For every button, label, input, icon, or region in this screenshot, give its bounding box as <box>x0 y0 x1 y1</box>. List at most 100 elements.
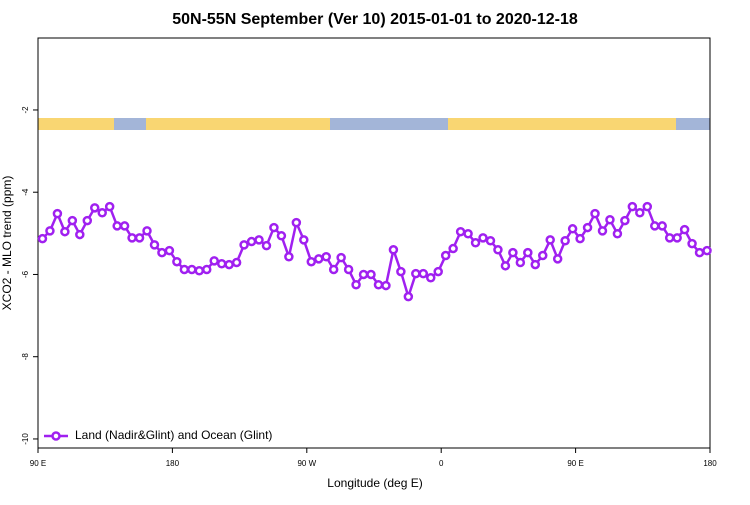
data-point <box>552 254 563 264</box>
data-point <box>448 243 458 254</box>
data-point <box>127 233 137 243</box>
data-point <box>418 268 429 279</box>
data-point <box>104 201 115 212</box>
data-point <box>284 252 294 262</box>
data-point <box>328 264 339 275</box>
data-point <box>216 259 227 269</box>
data-point <box>642 201 653 212</box>
data-point <box>657 221 667 231</box>
x-tick-label: 90 E <box>30 459 46 468</box>
data-point <box>478 233 488 243</box>
data-point <box>567 224 578 234</box>
data-point <box>597 226 608 236</box>
x-tick-label: 0 <box>439 459 444 468</box>
data-point <box>254 235 264 245</box>
data-point <box>224 259 234 270</box>
data-point <box>605 215 615 225</box>
x-tick-label: 90 W <box>297 459 316 468</box>
data-point <box>119 221 130 231</box>
land-strip <box>448 118 676 130</box>
data-point <box>627 201 638 212</box>
data-point <box>582 222 593 233</box>
x-axis-label: Longitude (deg E) <box>327 476 422 490</box>
data-point <box>575 233 585 244</box>
land-strip <box>38 118 114 130</box>
data-point <box>82 215 93 226</box>
data-point <box>343 264 354 275</box>
data-point <box>60 226 70 237</box>
data-point <box>649 221 660 231</box>
y-tick-label: -2 <box>21 106 30 114</box>
x-tick-label: 90 E <box>567 459 583 468</box>
land-strip <box>146 118 330 130</box>
data-point <box>164 245 175 256</box>
data-point <box>433 266 443 277</box>
chart-title: 50N-55N September (Ver 10) 2015-01-01 to… <box>172 11 578 28</box>
data-point <box>425 272 436 283</box>
y-axis-label: XCO2 - MLO trend (ppm) <box>0 176 14 311</box>
data-point <box>440 250 451 261</box>
data-point <box>37 233 48 244</box>
data-point <box>560 235 570 246</box>
y-tick-label: -10 <box>21 433 30 445</box>
data-point <box>97 208 107 218</box>
data-point <box>373 279 384 290</box>
data-point <box>358 269 369 280</box>
data-point <box>403 291 414 302</box>
data-point <box>702 245 712 256</box>
data-point <box>134 233 145 243</box>
data-point <box>470 238 481 248</box>
data-point <box>172 256 182 267</box>
data-point <box>679 224 690 235</box>
data-point <box>530 259 541 270</box>
data-point <box>75 229 85 240</box>
data-point <box>500 261 511 271</box>
data-point <box>537 250 548 261</box>
x-tick-label: 180 <box>703 459 717 468</box>
data-point <box>523 247 533 258</box>
y-tick-label: -8 <box>21 353 30 361</box>
data-point <box>612 228 623 239</box>
data-point <box>381 280 391 291</box>
data-point <box>239 240 249 250</box>
data-point <box>590 208 600 219</box>
data-point <box>493 245 503 255</box>
data-point <box>194 266 205 276</box>
data-point <box>67 215 78 226</box>
data-point <box>231 257 242 268</box>
data-point <box>306 256 317 267</box>
data-point <box>187 264 197 275</box>
data-point <box>45 226 55 236</box>
data-point <box>672 233 682 243</box>
data-point <box>687 238 697 249</box>
data-point <box>351 279 361 290</box>
data-point <box>112 221 122 231</box>
data-point <box>366 269 376 280</box>
data-point <box>485 235 496 246</box>
data-point <box>246 236 257 247</box>
data-point <box>455 226 466 237</box>
data-point <box>508 247 518 258</box>
data-point <box>463 228 473 239</box>
data-point <box>515 257 526 268</box>
data-point <box>388 245 399 255</box>
data-point <box>261 240 272 251</box>
data-point <box>321 252 331 262</box>
data-point <box>313 254 324 264</box>
data-point <box>269 222 279 233</box>
land-mask <box>38 118 710 130</box>
data-point <box>52 208 63 219</box>
data-point <box>396 266 406 277</box>
data-point <box>201 264 212 275</box>
data-point <box>291 217 302 228</box>
data-point <box>157 247 167 258</box>
data-point <box>336 252 346 263</box>
data-point <box>149 240 160 250</box>
data-point <box>179 264 190 275</box>
data-point <box>664 233 675 243</box>
y-tick-label: -4 <box>21 188 30 196</box>
data-point <box>299 235 309 245</box>
data-point <box>620 215 630 226</box>
plot-frame <box>37 37 711 449</box>
